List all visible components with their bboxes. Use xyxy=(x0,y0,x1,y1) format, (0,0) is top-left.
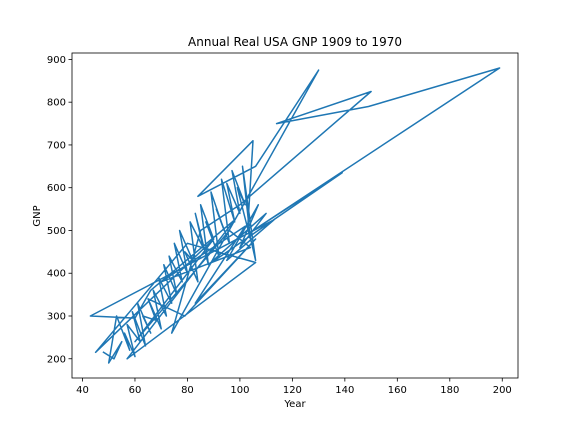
x-tick-label: 80 xyxy=(181,385,194,396)
y-tick-label: 500 xyxy=(47,226,66,237)
x-tick-label: 200 xyxy=(493,385,512,396)
x-axis-ticks: 40 60 80 100 120 140 160 180 200 xyxy=(76,378,512,396)
chart-title: Annual Real USA GNP 1909 to 1970 xyxy=(188,35,402,49)
x-tick-label: 100 xyxy=(230,385,249,396)
x-tick-label: 180 xyxy=(440,385,459,396)
y-tick-label: 200 xyxy=(47,354,66,365)
y-tick-label: 700 xyxy=(47,140,66,151)
x-tick-label: 120 xyxy=(283,385,302,396)
y-tick-label: 600 xyxy=(47,183,66,194)
x-tick-label: 160 xyxy=(388,385,407,396)
y-tick-label: 900 xyxy=(47,55,66,66)
y-tick-label: 800 xyxy=(47,98,66,109)
plot-area xyxy=(89,67,501,364)
x-tick-label: 40 xyxy=(76,385,89,396)
plot-frame xyxy=(71,52,519,379)
x-axis-label: Year xyxy=(283,399,306,410)
series-line-1 xyxy=(89,67,501,364)
y-tick-label: 400 xyxy=(47,269,66,280)
y-axis-label: GNP xyxy=(32,205,43,226)
y-axis-ticks: 200 300 400 500 600 700 800 900 xyxy=(47,55,72,365)
y-tick-label: 300 xyxy=(47,311,66,322)
x-tick-label: 60 xyxy=(129,385,142,396)
x-tick-label: 140 xyxy=(335,385,354,396)
